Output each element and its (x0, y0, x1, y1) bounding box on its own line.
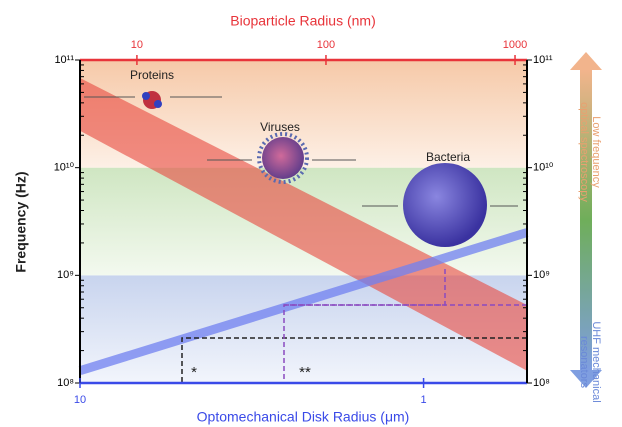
y2-tick-label: 10¹¹ (533, 54, 553, 66)
annotation: * (191, 364, 197, 381)
annotation: Bacteria (426, 150, 470, 164)
y-tick-label: 10¹¹ (54, 54, 74, 66)
region-label: resonators (578, 336, 590, 388)
top-tick-label: 10 (131, 39, 143, 51)
x-axis-title: Optomechanical Disk Radius (μm) (197, 409, 410, 425)
y2-tick-label: 10⁹ (533, 269, 550, 281)
top-axis-title: Bioparticle Radius (nm) (230, 13, 376, 29)
annotation: Viruses (260, 120, 300, 134)
region-label: optical spectroscopy (578, 102, 590, 202)
annotation: ** (299, 364, 311, 381)
top-tick-label: 100 (317, 39, 335, 51)
y-tick-label: 10¹⁰ (54, 162, 75, 174)
y-axis-title: Frequency (Hz) (13, 171, 29, 272)
top-tick-label: 1000 (503, 39, 527, 51)
y2-tick-label: 10⁸ (533, 377, 550, 389)
y-tick-label: 10⁸ (57, 377, 74, 389)
x-tick-label: 10 (74, 394, 86, 406)
region-label: UHF mechanical (590, 321, 602, 402)
arrow-head (570, 52, 602, 70)
y-tick-label: 10⁹ (57, 269, 74, 281)
figure: Bioparticle Radius (nm) Optomechanical D… (0, 0, 622, 427)
region-label: Low frequency (590, 116, 602, 188)
annotation: Proteins (130, 68, 174, 82)
y2-tick-label: 10¹⁰ (533, 162, 554, 174)
x-tick-label: 1 (421, 394, 427, 406)
